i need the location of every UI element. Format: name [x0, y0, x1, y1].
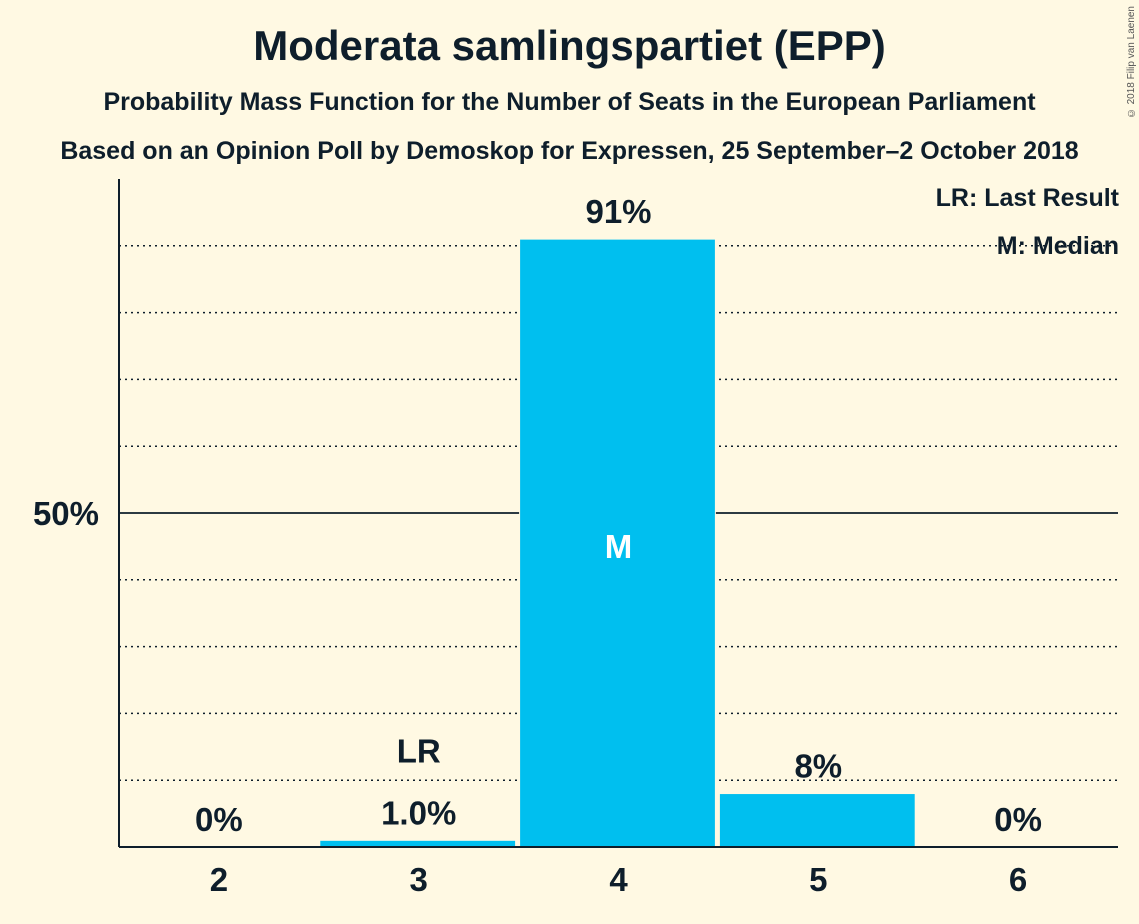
bar-seat-5	[718, 793, 916, 848]
x-tick-label-6: 6	[1009, 861, 1027, 898]
y-tick-label-50: 50%	[33, 495, 99, 532]
chart-source: Based on an Opinion Poll by Demoskop for…	[60, 137, 1079, 165]
value-label-3: 1.0%	[381, 794, 456, 831]
x-tick-label-4: 4	[609, 861, 628, 898]
bar-seat-3	[319, 839, 517, 848]
legend-last-result: LR: Last Result	[935, 184, 1119, 212]
legend-median: M: Median	[996, 232, 1119, 260]
x-tick-label-5: 5	[809, 861, 827, 898]
chart-subtitle: Probability Mass Function for the Number…	[103, 88, 1036, 116]
value-label-6: 0%	[994, 801, 1042, 838]
x-tick-label-2: 2	[210, 861, 228, 898]
median-marker: M	[605, 528, 633, 565]
x-tick-label-3: 3	[410, 861, 428, 898]
chart-title: Moderata samlingspartiet (EPP)	[253, 22, 886, 69]
last-result-marker: LR	[397, 732, 441, 769]
axes: 50%	[33, 179, 1118, 848]
value-label-5: 8%	[794, 748, 842, 785]
labels: 0% 2 1.0% 3 LR 91% 4 M 8% 5 0% 6	[195, 193, 1042, 898]
value-label-2: 0%	[195, 801, 243, 838]
value-label-4: 91%	[585, 193, 651, 230]
bar-seat-4	[519, 238, 716, 848]
